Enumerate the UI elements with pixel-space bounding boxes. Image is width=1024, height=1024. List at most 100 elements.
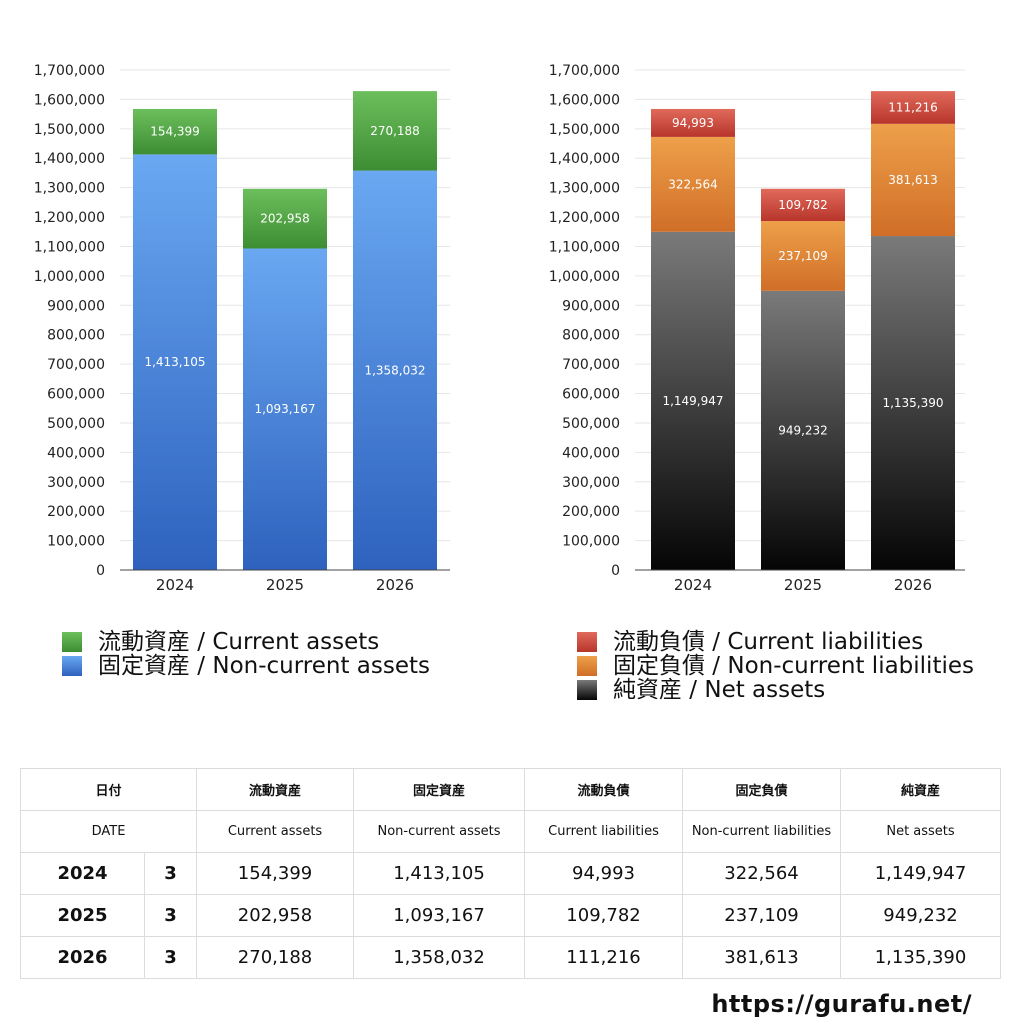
bar-segment-current-liabilities bbox=[651, 108, 735, 137]
cell-net-assets: 1,135,390 bbox=[840, 936, 1002, 979]
y-tick-label: 0 bbox=[96, 563, 105, 579]
bar-segment-current-assets bbox=[243, 188, 327, 249]
legend-swatch-non-current-liabilities bbox=[577, 656, 597, 676]
legend-swatch-current-assets bbox=[62, 632, 82, 652]
legend-label: 純資産 / Net assets bbox=[613, 677, 826, 703]
y-tick-label: 600,000 bbox=[47, 387, 105, 403]
header-non-current-assets-jp: 固定資産 bbox=[353, 768, 526, 811]
y-tick-label: 500,000 bbox=[47, 416, 105, 432]
legend-swatch-current-liabilities bbox=[577, 632, 597, 652]
y-tick-label: 600,000 bbox=[562, 387, 620, 403]
cell-count: 3 bbox=[143, 894, 198, 937]
site-url: https://gurafu.net/ bbox=[711, 990, 972, 1018]
cell-count: 3 bbox=[143, 936, 198, 979]
bar-segment-current-assets bbox=[133, 108, 217, 155]
cell-non-current-liabilities: 381,613 bbox=[682, 936, 842, 979]
y-tick-label: 1,600,000 bbox=[34, 92, 105, 108]
y-tick-label: 1,400,000 bbox=[549, 151, 620, 167]
header-date-jp: 日付 bbox=[19, 768, 198, 811]
cell-count: 3 bbox=[143, 852, 198, 895]
cell-year: 2025 bbox=[20, 894, 145, 937]
data-label: 109,782 bbox=[778, 198, 828, 212]
financial-table: 日付 流動資産 固定資産 流動負債 固定負債 純資産 DATE Current … bbox=[19, 768, 1002, 979]
data-label: 270,188 bbox=[370, 124, 420, 138]
y-tick-label: 200,000 bbox=[47, 504, 105, 520]
cell-current-liabilities: 111,216 bbox=[524, 936, 684, 979]
y-tick-label: 0 bbox=[611, 563, 620, 579]
cell-current-liabilities: 94,993 bbox=[524, 852, 684, 895]
data-label: 381,613 bbox=[888, 173, 938, 187]
table-header-en: DATE Current assets Non-current assets C… bbox=[19, 810, 1002, 853]
data-label: 94,993 bbox=[672, 116, 714, 130]
x-tick-label: 2024 bbox=[674, 576, 712, 594]
x-tick-label: 2026 bbox=[894, 576, 932, 594]
y-tick-label: 100,000 bbox=[562, 534, 620, 550]
cell-current-assets: 154,399 bbox=[196, 852, 355, 895]
data-label: 1,149,947 bbox=[662, 394, 723, 408]
cell-net-assets: 949,232 bbox=[840, 894, 1002, 937]
header-non-current-liabilities-en: Non-current liabilities bbox=[682, 810, 842, 853]
y-tick-label: 1,500,000 bbox=[34, 122, 105, 138]
y-tick-label: 700,000 bbox=[562, 357, 620, 373]
y-tick-label: 700,000 bbox=[47, 357, 105, 373]
chart-assets: 0 100,000 200,000 300,000 400,000 500,000 600,… bbox=[34, 63, 450, 594]
legend-item-net-assets: 純資産 / Net assets bbox=[577, 678, 974, 702]
cell-year: 2026 bbox=[20, 936, 145, 979]
cell-net-assets: 1,149,947 bbox=[840, 852, 1002, 895]
legend-item-non-current-assets: 固定資産 / Non-current assets bbox=[62, 654, 430, 678]
cell-current-liabilities: 109,782 bbox=[524, 894, 684, 937]
header-non-current-liabilities-jp: 固定負債 bbox=[682, 768, 842, 811]
header-current-liabilities-jp: 流動負債 bbox=[524, 768, 684, 811]
y-tick-label: 900,000 bbox=[562, 298, 620, 314]
y-tick-label: 500,000 bbox=[562, 416, 620, 432]
cell-current-assets: 270,188 bbox=[196, 936, 355, 979]
bar-segment-net-assets bbox=[871, 236, 955, 570]
y-tick-label: 200,000 bbox=[562, 504, 620, 520]
bar-segment-current-assets bbox=[353, 91, 437, 171]
y-tick-label: 100,000 bbox=[47, 534, 105, 550]
data-label: 1,135,390 bbox=[882, 396, 943, 410]
legend-liabilities: 流動負債 / Current liabilities 固定負債 / Non-cu… bbox=[577, 630, 974, 702]
bar-segment-non-current-assets bbox=[133, 154, 217, 570]
y-tick-label: 1,300,000 bbox=[34, 181, 105, 197]
cell-non-current-assets: 1,093,167 bbox=[353, 894, 526, 937]
y-tick-label: 300,000 bbox=[47, 475, 105, 491]
header-net-assets-jp: 純資産 bbox=[840, 768, 1002, 811]
header-net-assets-en: Net assets bbox=[840, 810, 1002, 853]
y-tick-label: 1,200,000 bbox=[34, 210, 105, 226]
y-tick-label: 1,000,000 bbox=[34, 269, 105, 285]
bar-segment-non-current-liabilities bbox=[761, 221, 845, 291]
data-label: 154,399 bbox=[150, 125, 200, 139]
cell-non-current-assets: 1,413,105 bbox=[353, 852, 526, 895]
legend-item-current-liabilities: 流動負債 / Current liabilities bbox=[577, 630, 974, 654]
cell-non-current-liabilities: 322,564 bbox=[682, 852, 842, 895]
y-tick-label: 400,000 bbox=[47, 445, 105, 461]
cell-year: 2024 bbox=[20, 852, 145, 895]
header-date-en: DATE bbox=[19, 810, 198, 853]
y-tick-label: 1,600,000 bbox=[549, 92, 620, 108]
bar-segment-non-current-liabilities bbox=[651, 136, 735, 232]
bar-segment-non-current-assets bbox=[353, 170, 437, 570]
table-row: 2024 3 154,399 1,413,105 94,993 322,564 … bbox=[20, 852, 1002, 895]
bar-segment-net-assets bbox=[651, 231, 735, 571]
legend-item-current-assets: 流動資産 / Current assets bbox=[62, 630, 430, 654]
bar-segment-current-liabilities bbox=[871, 91, 955, 124]
y-tick-label: 1,400,000 bbox=[34, 151, 105, 167]
cell-non-current-assets: 1,358,032 bbox=[353, 936, 526, 979]
table-header-jp: 日付 流動資産 固定資産 流動負債 固定負債 純資産 bbox=[19, 768, 1002, 811]
y-tick-label: 1,700,000 bbox=[549, 63, 620, 79]
y-tick-label: 800,000 bbox=[47, 328, 105, 344]
y-tick-label: 800,000 bbox=[562, 328, 620, 344]
y-tick-label: 1,200,000 bbox=[549, 210, 620, 226]
bar-segment-current-liabilities bbox=[761, 188, 845, 222]
table-row: 2026 3 270,188 1,358,032 111,216 381,613… bbox=[20, 936, 1002, 979]
cell-non-current-liabilities: 237,109 bbox=[682, 894, 842, 937]
data-label: 1,358,032 bbox=[364, 363, 425, 377]
header-current-liabilities-en: Current liabilities bbox=[524, 810, 684, 853]
header-current-assets-jp: 流動資産 bbox=[196, 768, 355, 811]
legend-swatch-net-assets bbox=[577, 680, 597, 700]
x-tick-label: 2025 bbox=[784, 576, 822, 594]
data-label: 202,958 bbox=[260, 212, 310, 226]
bar-segment-net-assets bbox=[761, 290, 845, 570]
legend-label: 流動資産 / Current assets bbox=[98, 629, 380, 655]
